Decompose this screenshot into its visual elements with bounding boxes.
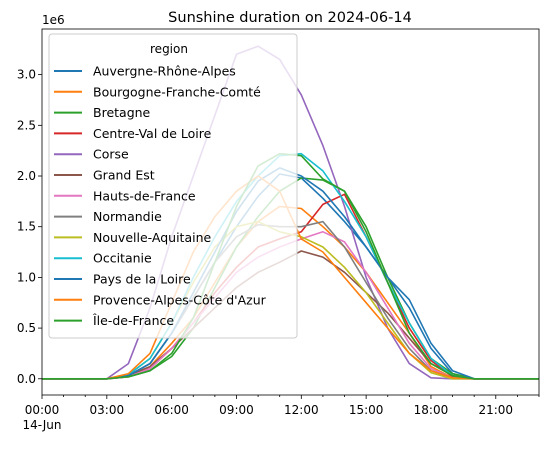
legend-label: Provence-Alpes-Côte d'Azur [93, 292, 267, 307]
y-tick-label: 1.5 [17, 220, 36, 234]
x-tick-sublabel: 14-Jun [22, 418, 61, 432]
y-offset-label: 1e6 [42, 13, 65, 27]
legend-label: Corse [93, 147, 129, 162]
x-tick-label: 00:00 [25, 403, 60, 417]
x-tick-label: 18:00 [414, 403, 449, 417]
y-tick-label: 3.0 [17, 68, 36, 82]
x-tick-label: 15:00 [349, 403, 384, 417]
y-tick-label: 0.5 [17, 321, 36, 335]
legend: region Auvergne-Rhône-Alpes Bourgogne-Fran… [48, 33, 298, 339]
legend-title: region [150, 42, 188, 56]
x-tick-label: 03:00 [90, 403, 125, 417]
legend-label: Auvergne-Rhône-Alpes [93, 64, 236, 79]
legend-box [48, 33, 298, 339]
axes-frame [41, 28, 540, 396]
legend-label: Centre-Val de Loire [93, 126, 212, 141]
y-tick-label: 2.5 [17, 118, 36, 132]
y-tick-label: 1.0 [17, 270, 36, 284]
x-axis: 00:00 03:00 06:00 09:00 12:00 15:00 18:00 21:00… [22, 395, 540, 432]
chart-title: Sunshine duration on 2024-06-14 [168, 10, 412, 26]
legend-label: Nouvelle-Aquitaine [93, 230, 211, 245]
legend-label: Hauts-de-France [93, 188, 196, 203]
legend-label: Bretagne [93, 105, 151, 120]
legend-label: Bourgogne-Franche-Comté [93, 84, 261, 99]
legend-label: Occitanie [93, 251, 152, 266]
legend-label: Normandie [93, 209, 162, 224]
x-tick-label: 12:00 [284, 403, 319, 417]
legend-label: Île-de-France [92, 313, 174, 328]
legend-label: Pays de la Loire [93, 272, 191, 287]
legend-label: Grand Est [93, 168, 155, 183]
y-tick-label: 0.0 [17, 372, 36, 386]
x-tick-label: 09:00 [219, 403, 254, 417]
y-tick-label: 2.0 [17, 169, 36, 183]
y-axis: 0.0 0.5 1.0 1.5 2.0 2.5 3.0 [17, 68, 42, 386]
x-tick-label: 06:00 [154, 403, 189, 417]
x-tick-label: 21:00 [478, 403, 513, 417]
